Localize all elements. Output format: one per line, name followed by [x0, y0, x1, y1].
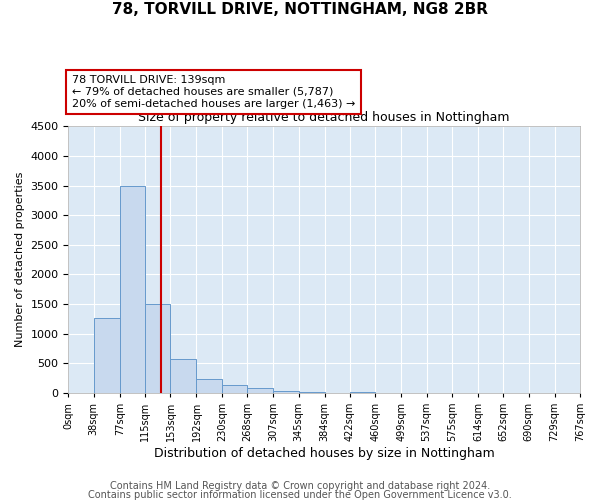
- Title: Size of property relative to detached houses in Nottingham: Size of property relative to detached ho…: [139, 111, 510, 124]
- X-axis label: Distribution of detached houses by size in Nottingham: Distribution of detached houses by size …: [154, 447, 494, 460]
- Text: Contains public sector information licensed under the Open Government Licence v3: Contains public sector information licen…: [88, 490, 512, 500]
- Y-axis label: Number of detached properties: Number of detached properties: [15, 172, 25, 348]
- Bar: [273, 391, 299, 393]
- Bar: [196, 378, 222, 393]
- Bar: [170, 359, 196, 393]
- Text: 78 TORVILL DRIVE: 139sqm
← 79% of detached houses are smaller (5,787)
20% of sem: 78 TORVILL DRIVE: 139sqm ← 79% of detach…: [72, 76, 355, 108]
- Bar: [299, 392, 325, 393]
- Bar: [94, 318, 120, 393]
- Bar: [145, 304, 170, 393]
- Bar: [222, 385, 247, 393]
- Text: Contains HM Land Registry data © Crown copyright and database right 2024.: Contains HM Land Registry data © Crown c…: [110, 481, 490, 491]
- Bar: [247, 388, 273, 393]
- Bar: [350, 392, 375, 393]
- Text: 78, TORVILL DRIVE, NOTTINGHAM, NG8 2BR: 78, TORVILL DRIVE, NOTTINGHAM, NG8 2BR: [112, 2, 488, 18]
- Bar: [120, 186, 145, 393]
